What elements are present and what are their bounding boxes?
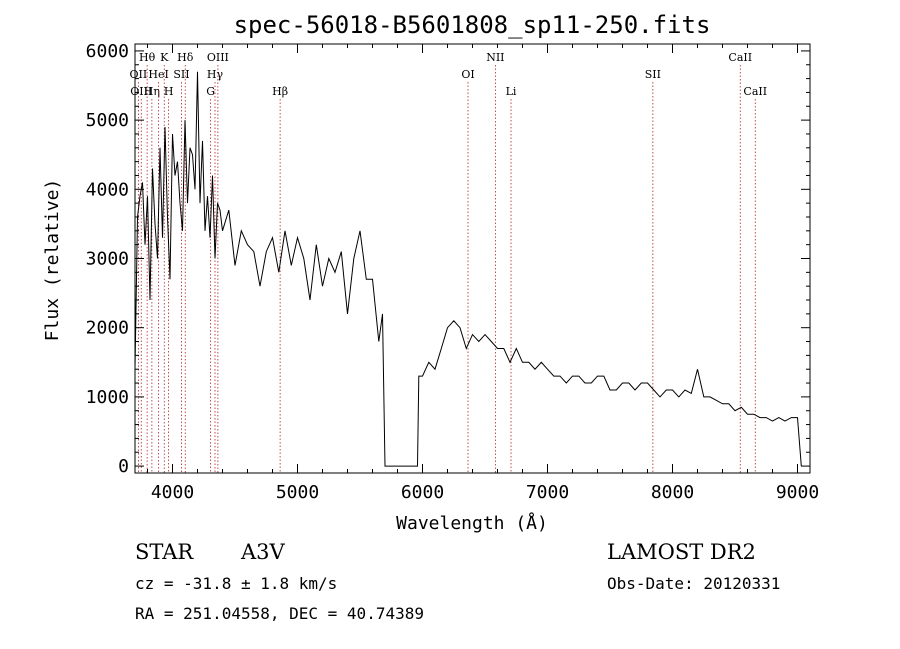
y-tick-label: 5000 (86, 110, 129, 131)
chart-title: spec-56018-B5601808_sp11-250.fits (234, 11, 711, 39)
y-tick-label: 2000 (86, 318, 129, 339)
y-tick-label: 4000 (86, 179, 129, 200)
survey-name: LAMOST DR2 (607, 540, 756, 564)
y-tick-label: 3000 (86, 249, 129, 270)
line-marker-label: SII (645, 68, 661, 81)
x-axis: 4000 5000 6000 7000 8000 9000 (147, 44, 819, 503)
line-marker-label: CaII (743, 85, 767, 98)
line-marker-label: G (206, 85, 215, 98)
line-marker-label: HeI (148, 68, 168, 81)
x-tick-label: 8000 (651, 482, 694, 503)
coordinates: RA = 251.04558, DEC = 40.74389 (135, 604, 424, 623)
y-axis-label: Flux (relative) (42, 179, 63, 342)
line-marker-label: SII (173, 68, 189, 81)
line-marker-label: Li (506, 85, 517, 98)
line-marker-label: Hθ (139, 51, 156, 64)
line-marker-label: OIII (130, 85, 152, 98)
radial-velocity: cz = -31.8 ± 1.8 km/s (135, 574, 338, 593)
x-tick-label: 5000 (276, 482, 319, 503)
line-marker-label: Hγ (207, 68, 224, 81)
x-tick-label: 4000 (151, 482, 194, 503)
y-tick-label: 0 (118, 456, 129, 477)
x-axis-label: Wavelength (Å) (396, 512, 548, 534)
line-marker-label: CaII (728, 51, 752, 64)
spectral-subclass: A3V (241, 540, 285, 564)
line-marker-label: K (160, 51, 169, 64)
y-tick-label: 6000 (86, 41, 129, 62)
line-marker-label: Hη (144, 85, 160, 98)
observation-date: Obs-Date: 20120331 (607, 574, 781, 593)
x-tick-label: 6000 (401, 482, 444, 503)
line-marker-label: Hβ (272, 85, 288, 98)
x-tick-label: 9000 (776, 482, 819, 503)
y-tick-label: 1000 (86, 387, 129, 408)
series-spectrum (134, 71, 802, 467)
line-marker-label: OII (130, 68, 148, 81)
line-marker-label: OIII (207, 51, 229, 64)
line-marker-label: NII (486, 51, 504, 64)
line-marker-label: H (164, 85, 174, 98)
line-marker-label: OI (461, 68, 474, 81)
x-tick-label: 7000 (526, 482, 569, 503)
object-class: STAR (135, 540, 194, 564)
y-axis: 0 1000 2000 3000 4000 5000 6000 (86, 41, 810, 477)
line-marker-label: Hδ (177, 51, 194, 64)
